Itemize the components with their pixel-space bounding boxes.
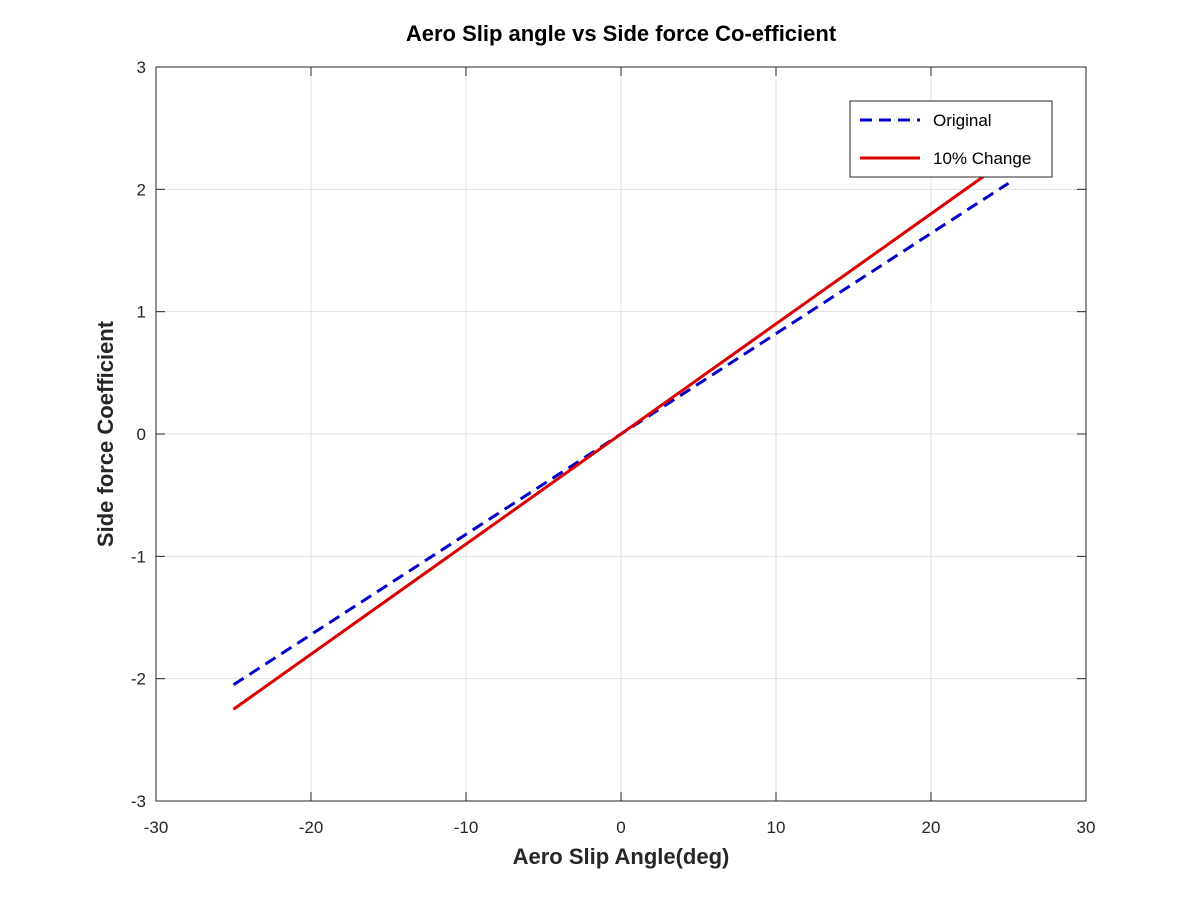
y-tick-label: -2: [131, 670, 146, 689]
y-tick-label: 3: [137, 58, 146, 77]
axis-ticks: [155, 66, 1087, 802]
x-tick-label: 20: [922, 818, 941, 837]
legend-label: 10% Change: [933, 149, 1031, 168]
y-tick-label: 0: [137, 425, 146, 444]
series-line-ten-percent-change: [232, 157, 1010, 711]
y-tick-label: -3: [131, 792, 146, 811]
x-axis-label: Aero Slip Angle(deg): [513, 844, 730, 869]
chart-title: Aero Slip angle vs Side force Co-efficie…: [406, 21, 837, 46]
y-tick-label: -1: [131, 547, 146, 566]
x-tick-label: -10: [454, 818, 479, 837]
y-tick-label: 1: [137, 303, 146, 322]
y-tick-label: 2: [137, 180, 146, 199]
x-tick-label: 0: [616, 818, 625, 837]
legend-box: [849, 100, 1053, 178]
x-tick-label: 30: [1077, 818, 1096, 837]
x-tick-label: -20: [299, 818, 324, 837]
legend: Original 10% Change: [849, 100, 1053, 178]
series-layer: [232, 157, 1010, 711]
x-tick-label: 10: [767, 818, 786, 837]
legend-label: Original: [933, 111, 992, 130]
y-axis-label: Side force Coefficient: [93, 320, 118, 547]
x-tick-label: -30: [144, 818, 169, 837]
